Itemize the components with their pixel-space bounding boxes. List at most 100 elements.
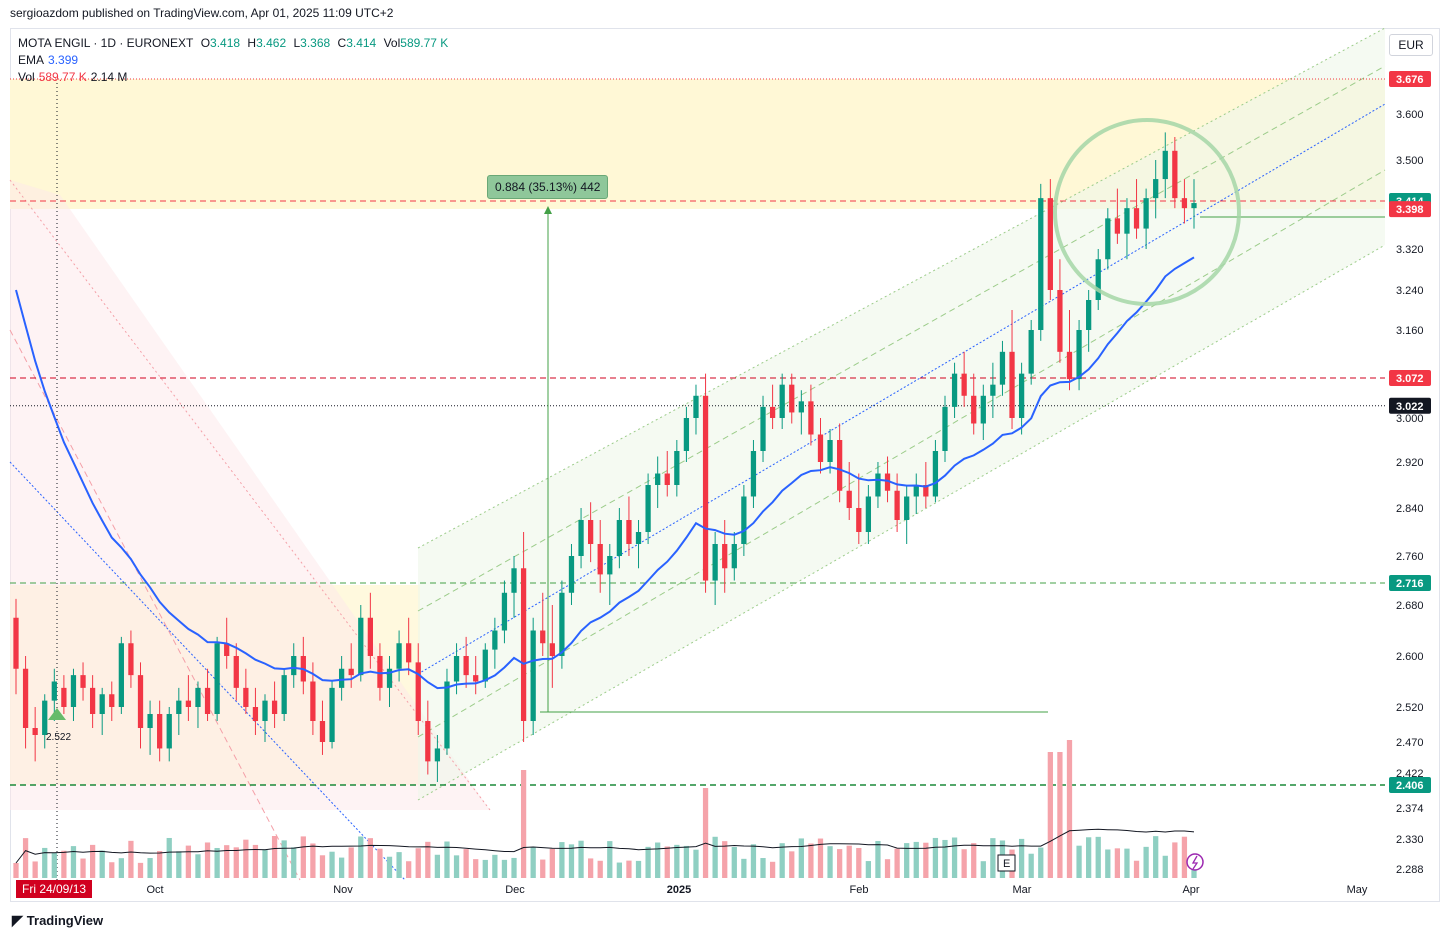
volume-bar-54 — [530, 846, 536, 878]
candle-body-118 — [1143, 198, 1149, 229]
volume-bar-12 — [128, 840, 134, 878]
legend-ema-row[interactable]: EMA 3.399 — [18, 52, 452, 69]
volume-bar-61 — [597, 860, 603, 878]
volume-bar-51 — [501, 859, 508, 878]
volume-bar-106 — [1028, 853, 1034, 878]
earnings-icon — [997, 854, 1016, 872]
candle-body-72 — [702, 395, 709, 581]
volume-bar-75 — [731, 846, 737, 878]
candle-body-43 — [425, 721, 431, 762]
candle-body-116 — [1124, 208, 1130, 234]
measure-label[interactable]: 0.884 (35.13%) 442 — [487, 175, 609, 199]
candle-body-102 — [990, 384, 996, 396]
candle-body-16 — [166, 714, 172, 749]
volume-bar-31 — [310, 843, 316, 878]
candle-body-69 — [674, 451, 680, 485]
candle-body-55 — [540, 630, 546, 644]
volume-bar-107 — [1038, 847, 1044, 878]
legend-open-value: 3.418 — [210, 36, 241, 50]
candle-body-57 — [559, 592, 565, 656]
legend-vol2-ma: 2.14 M — [90, 70, 128, 84]
y-tick-label-10: 2.600 — [1396, 651, 1424, 663]
volume-bar-27 — [271, 836, 278, 878]
candle-body-6 — [70, 675, 77, 707]
candle-body-37 — [367, 617, 373, 656]
flash-icon-bolt — [1191, 855, 1199, 870]
candle-body-5 — [61, 687, 67, 707]
legend-vol-label: Vol — [383, 36, 401, 50]
candle-body-123 — [1191, 203, 1197, 209]
candle-body-73 — [712, 544, 718, 581]
candle-body-9 — [99, 694, 105, 714]
y-tick-label-3: 3.240 — [1396, 285, 1424, 297]
volume-bar-83 — [808, 843, 814, 878]
volume-bar-42 — [415, 848, 421, 878]
volume-bar-71 — [693, 849, 699, 878]
candle-body-45 — [444, 681, 450, 749]
candle-body-23 — [233, 656, 239, 688]
candle-body-121 — [1172, 150, 1178, 199]
candle-body-19 — [195, 687, 201, 707]
legend-vol-value: 589.77 K — [400, 36, 449, 50]
candle-body-52 — [511, 568, 517, 593]
y-tick-label-0: 3.600 — [1396, 109, 1424, 121]
volume-bar-112 — [1086, 837, 1092, 878]
volume-bar-85 — [827, 846, 833, 878]
volume-bar-97 — [942, 839, 948, 878]
y-tick-label-4: 3.160 — [1396, 325, 1424, 337]
x-tick-label-7: May — [1347, 884, 1368, 896]
volume-bar-87 — [846, 845, 852, 878]
legend-symbol[interactable]: MOTA ENGIL · 1D · EURONEXT — [18, 36, 194, 50]
volume-bar-13 — [137, 862, 144, 878]
volume-bar-69 — [674, 844, 680, 878]
candle-body-114 — [1105, 218, 1111, 260]
volume-bar-88 — [856, 847, 862, 878]
volume-bar-34 — [338, 857, 345, 878]
candle-body-8 — [89, 687, 96, 714]
candle-body-32 — [319, 721, 326, 742]
price-label-2: 3.398 — [1396, 204, 1424, 216]
candle-body-79 — [769, 406, 776, 418]
candle-body-101 — [980, 395, 986, 424]
y-tick-label-14: 2.374 — [1396, 803, 1424, 815]
price-label-bg-3 — [1389, 370, 1431, 386]
volume-bar-0 — [13, 863, 19, 878]
volume-bar-117 — [1133, 860, 1140, 878]
candle-body-38 — [377, 656, 383, 688]
footer-brand[interactable]: ◤ TradingView — [12, 912, 103, 929]
volume-bar-74 — [722, 841, 728, 878]
candle-body-108 — [1047, 198, 1053, 290]
volume-bar-68 — [664, 846, 670, 878]
volume-bar-29 — [291, 847, 297, 878]
candle-body-91 — [884, 473, 891, 491]
volume-bar-10 — [109, 862, 115, 878]
candle-body-95 — [923, 485, 929, 497]
candle-body-26 — [262, 700, 268, 721]
candle-body-14 — [147, 714, 153, 728]
candle-body-99 — [961, 373, 967, 396]
candle-body-3 — [42, 700, 48, 735]
y-tick-label-1: 3.500 — [1396, 155, 1424, 167]
volume-bar-121 — [1172, 842, 1178, 878]
y-tick-label-11: 2.520 — [1396, 702, 1424, 714]
volume-bar-33 — [329, 851, 335, 878]
candle-body-66 — [645, 485, 651, 532]
candle-body-10 — [109, 694, 115, 707]
x-tick-label-0: Oct — [146, 884, 163, 896]
currency-button[interactable]: EUR — [1389, 34, 1433, 56]
volume-bar-49 — [482, 859, 488, 878]
candle-body-64 — [626, 520, 632, 544]
volume-bar-92 — [894, 848, 900, 878]
legend-volume-row[interactable]: Vol 589.77 K 2.14 M — [18, 69, 452, 86]
volume-bar-52 — [511, 857, 517, 878]
legend-high-label: H — [247, 36, 257, 50]
volume-bar-110 — [1066, 740, 1073, 878]
candle-body-110 — [1066, 351, 1073, 380]
legend: MOTA ENGIL · 1D · EURONEXT O3.418 H3.462… — [18, 35, 452, 86]
y-tick-label-6: 2.920 — [1396, 457, 1424, 469]
candle-body-120 — [1162, 150, 1168, 180]
volume-bar-45 — [444, 841, 450, 878]
volume-bar-41 — [406, 861, 412, 878]
y-tick-label-2: 3.320 — [1396, 244, 1424, 256]
